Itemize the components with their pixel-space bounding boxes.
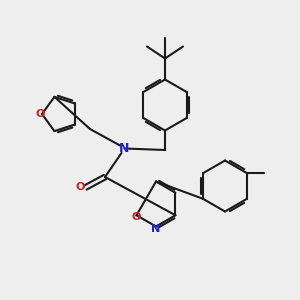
Text: O: O <box>75 182 85 193</box>
Text: N: N <box>152 224 160 235</box>
Text: O: O <box>132 212 141 222</box>
Text: N: N <box>119 142 130 155</box>
Text: O: O <box>36 109 45 119</box>
